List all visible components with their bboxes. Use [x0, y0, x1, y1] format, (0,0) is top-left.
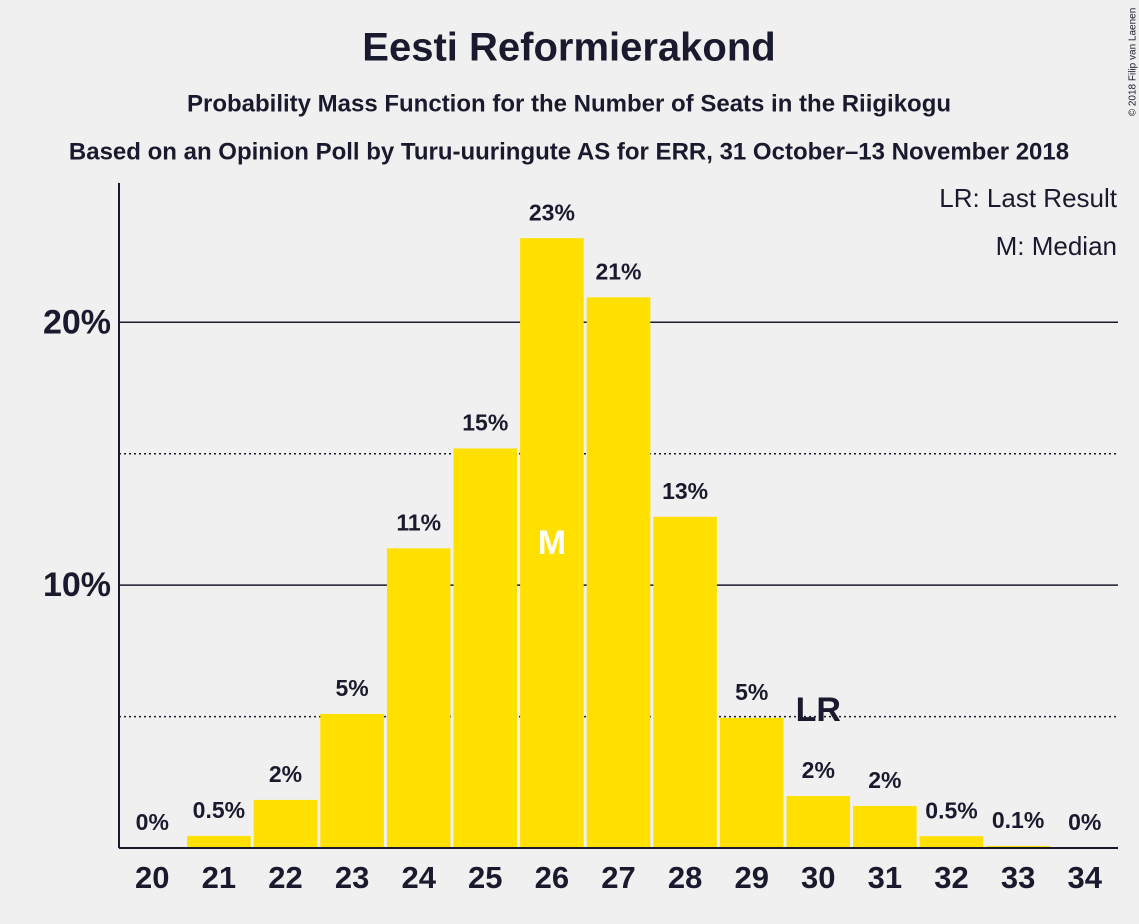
x-tick-label: 22: [268, 860, 302, 895]
x-tick-label: 29: [734, 860, 768, 895]
source-note: Based on an Opinion Poll by Turu-uuringu…: [69, 138, 1069, 165]
value-label: 5%: [735, 679, 768, 705]
annotation: LR: [796, 691, 841, 729]
bar: [853, 805, 917, 848]
annotation: M: [538, 524, 566, 562]
value-label: 5%: [335, 675, 368, 701]
y-tick-label: 10%: [43, 566, 111, 604]
x-tick-label: 26: [535, 860, 569, 895]
value-label: 23%: [529, 199, 575, 225]
value-label: 0%: [1068, 809, 1101, 835]
bar: [253, 799, 318, 848]
x-tick-label: 33: [1001, 860, 1035, 895]
value-label: 0%: [136, 809, 169, 835]
x-tick-label: 28: [668, 860, 702, 895]
value-label: 11%: [396, 509, 441, 535]
value-label: 2%: [802, 757, 835, 783]
bar: [586, 297, 651, 848]
bar: [719, 717, 784, 848]
x-tick-label: 31: [868, 860, 902, 895]
value-label: 21%: [595, 258, 641, 284]
value-label: 2%: [868, 767, 901, 793]
value-label: 2%: [269, 761, 302, 787]
value-label: 0.5%: [193, 797, 245, 823]
legend-note: M: Median: [996, 231, 1117, 261]
bar: [520, 238, 584, 848]
chart-subtitle: Probability Mass Function for the Number…: [187, 90, 951, 117]
x-tick-label: 27: [601, 860, 635, 895]
copyright: © 2018 Filip van Laenen: [1128, 8, 1139, 117]
value-label: 0.1%: [992, 807, 1044, 833]
bar: [653, 516, 717, 848]
chart-title: Eesti Reformierakond: [362, 26, 775, 70]
x-tick-label: 34: [1067, 860, 1102, 895]
bar: [786, 795, 851, 848]
y-tick-label: 20%: [43, 303, 111, 341]
bar: [187, 835, 251, 848]
value-label: 0.5%: [925, 797, 977, 823]
bar: [386, 548, 451, 848]
value-label: 15%: [462, 410, 508, 436]
x-tick-label: 32: [934, 860, 968, 895]
x-tick-label: 23: [335, 860, 369, 895]
bar: [986, 845, 1050, 848]
x-tick-label: 21: [202, 860, 236, 895]
x-tick-label: 20: [135, 860, 169, 895]
bar: [453, 448, 518, 848]
x-tick-label: 24: [401, 860, 436, 895]
bar: [919, 836, 984, 848]
bar: [320, 713, 384, 848]
x-tick-label: 30: [801, 860, 835, 895]
legend-note: LR: Last Result: [939, 183, 1118, 213]
value-label: 13%: [662, 478, 708, 504]
x-tick-label: 25: [468, 860, 502, 895]
